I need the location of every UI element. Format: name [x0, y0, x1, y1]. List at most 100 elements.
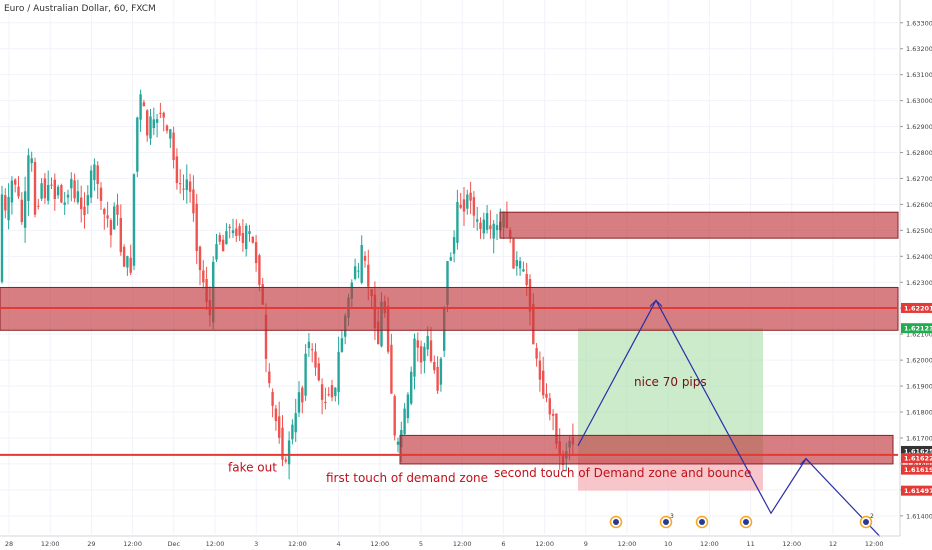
chart-title: Euro / Australian Dollar, 60, FXCM: [4, 4, 156, 14]
candle-body: [245, 225, 248, 249]
price-tag: [901, 445, 932, 456]
candle-body: [429, 340, 433, 362]
candle-body: [330, 385, 334, 398]
candle-body: [20, 199, 23, 223]
candle-body: [439, 358, 443, 385]
candle-body: [535, 348, 538, 359]
candle-body: [495, 225, 499, 231]
price-tag-label: 1.61619: [904, 466, 932, 474]
price-tag: [901, 453, 932, 464]
candle-body: [241, 233, 245, 243]
candle-body: [99, 187, 103, 201]
candle-body: [63, 202, 66, 205]
y-tick-label: 1.63100: [906, 71, 932, 79]
candle-body: [169, 129, 172, 139]
price-tag-label: 1.62123: [904, 325, 932, 333]
candle-body: [60, 185, 63, 203]
candle-body: [307, 341, 311, 349]
candle-body: [66, 194, 70, 198]
candle-body: [202, 270, 205, 283]
candle-body: [152, 119, 155, 129]
candle-body: [30, 158, 33, 164]
demand-zone[interactable]: [399, 434, 894, 465]
candle-body: [215, 244, 218, 260]
candle-body: [410, 371, 413, 404]
candle-body: [258, 255, 261, 285]
x-tick-label: 12:00: [370, 540, 389, 548]
x-tick-label: 12:00: [535, 540, 554, 548]
candle-body: [188, 181, 192, 192]
candle-body: [304, 353, 307, 396]
candle-body: [14, 179, 17, 185]
y-tick-label: 1.62800: [906, 149, 932, 157]
candle-body: [462, 199, 466, 212]
price-tag-label: 1.61622: [904, 455, 932, 463]
candle-body: [449, 257, 452, 261]
candle-body: [403, 408, 406, 435]
candle-body: [357, 270, 360, 272]
event-marker-dot: [663, 519, 669, 525]
event-marker-count: 3: [670, 513, 674, 520]
candle-body: [271, 391, 274, 406]
arrow-head: [799, 457, 813, 466]
candle-body: [103, 208, 106, 215]
candle-body: [297, 392, 301, 413]
candle-body: [228, 226, 231, 229]
x-tick-label: 28: [5, 540, 13, 548]
x-tick-label: 10: [664, 540, 672, 548]
candle-body: [235, 228, 238, 236]
candle-body: [314, 351, 317, 368]
y-tick-label: 1.63300: [906, 19, 932, 27]
candle-body: [10, 180, 14, 203]
candle-body: [452, 237, 456, 254]
y-tick-label: 1.61400: [906, 512, 932, 520]
y-tick-label: 1.62100: [906, 331, 932, 339]
candle-body: [436, 366, 439, 391]
candle-body: [83, 206, 86, 216]
x-tick-label: 5: [419, 540, 423, 548]
candle-body: [268, 371, 271, 384]
candle-body: [113, 206, 116, 230]
candle-body: [126, 256, 129, 268]
candle-body: [119, 217, 122, 253]
price-tag: [901, 323, 932, 334]
price-tag-label: 1.61625: [904, 447, 932, 455]
candle-body: [27, 155, 30, 202]
candle-body: [40, 183, 43, 199]
candle-body: [165, 125, 169, 131]
candle-body: [149, 116, 152, 139]
candle-body: [175, 156, 179, 184]
candle-body: [334, 387, 337, 397]
candle-body: [162, 112, 165, 118]
annotation-label: first touch of demand zone: [326, 471, 488, 485]
candle-body: [218, 235, 221, 242]
y-tick-label: 1.62500: [906, 227, 932, 235]
candle-body: [469, 192, 472, 201]
candle-body: [317, 363, 320, 381]
candle-body: [155, 119, 159, 123]
candle-body: [396, 441, 400, 445]
x-tick-label: Dec: [168, 540, 181, 548]
candle-body: [96, 165, 99, 185]
candle-body: [419, 346, 423, 363]
candle-body: [192, 189, 195, 214]
price-tag-label: 1.62201: [904, 304, 932, 312]
candle-body: [43, 178, 47, 199]
price-tag: [901, 464, 932, 475]
event-marker-dot: [863, 519, 869, 525]
x-tick-label: 11: [746, 540, 754, 548]
candle-body: [93, 164, 96, 181]
y-tick-label: 1.63000: [906, 97, 932, 105]
candle-body: [466, 194, 469, 209]
supply-zone[interactable]: [499, 211, 899, 239]
projection-path[interactable]: [577, 299, 881, 538]
x-tick-label: 12:00: [700, 540, 719, 548]
candle-body: [281, 427, 284, 460]
candle-body: [433, 361, 436, 371]
candle-body: [479, 222, 482, 230]
candle-body: [456, 202, 459, 243]
candle-body: [116, 204, 119, 215]
candle-body: [551, 413, 555, 416]
